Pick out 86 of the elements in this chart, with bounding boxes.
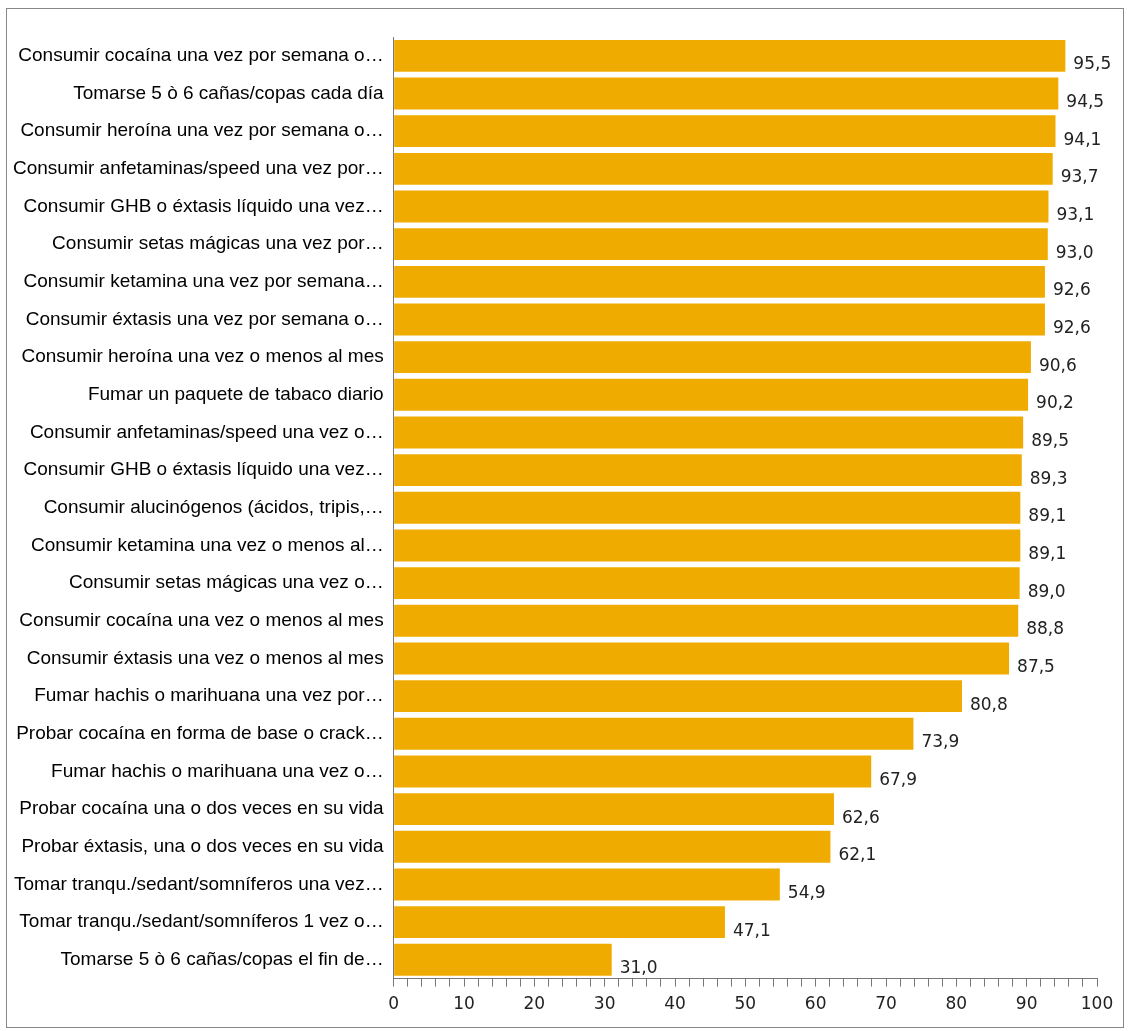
y-tick-label: Consumir GHB o éxtasis líquido una vez… (23, 194, 384, 216)
data-label: 89,1 (1028, 505, 1067, 526)
y-tick-label: Probar cocaína en forma de base o crack… (16, 722, 384, 744)
y-tick-label: Tomarse 5 ò 6 cañas/copas cada día (73, 81, 385, 103)
data-label: 90,6 (1038, 354, 1077, 375)
x-tick-label: 70 (875, 993, 897, 1014)
y-tick-label: Probar cocaína una o dos veces en su vida (19, 797, 385, 819)
data-label: 90,2 (1036, 392, 1074, 413)
bar (394, 642, 1010, 675)
y-tick-label: Probar éxtasis, una o dos veces en su vida (21, 835, 385, 857)
y-tick-label: Consumir cocaína una vez o menos al mes (19, 609, 384, 631)
data-label: 93,1 (1056, 203, 1095, 224)
bar (394, 906, 725, 939)
bar (394, 152, 1053, 185)
data-label: 89,3 (1029, 467, 1068, 488)
bar (394, 868, 780, 901)
y-tick-label: Consumir ketamina una vez por semana… (23, 270, 384, 292)
bar (394, 77, 1059, 110)
x-tick-label: 0 (388, 993, 400, 1014)
y-tick-label: Fumar hachis o marihuana una vez por… (34, 684, 384, 706)
data-label: 92,6 (1052, 316, 1091, 337)
data-label: 89,1 (1028, 542, 1067, 563)
y-tick-label: Consumir éxtasis una vez o menos al mes (26, 646, 384, 668)
data-label: 92,6 (1052, 279, 1091, 300)
bar (394, 378, 1029, 411)
data-label: 93,7 (1060, 166, 1099, 187)
y-tick-label: Consumir alucinógenos (ácidos, tripis,… (43, 496, 384, 518)
bar (394, 190, 1049, 223)
data-label: 89,5 (1031, 429, 1070, 450)
bar (394, 39, 1066, 72)
x-tick-label: 60 (804, 993, 827, 1014)
bar (394, 604, 1019, 637)
data-label: 54,9 (787, 881, 826, 902)
data-label: 89,0 (1027, 580, 1066, 601)
x-tick-label: 90 (1015, 993, 1038, 1014)
data-label: 67,9 (879, 768, 918, 789)
x-tick-label: 100 (1080, 993, 1114, 1014)
bar (394, 341, 1031, 374)
data-label: 62,1 (838, 844, 877, 865)
bar (394, 567, 1020, 600)
data-label: 80,8 (969, 693, 1008, 714)
bar (394, 454, 1022, 487)
bar (394, 717, 914, 750)
bar (394, 416, 1024, 449)
bar (394, 265, 1045, 298)
bar (394, 529, 1021, 562)
data-label: 62,6 (841, 806, 880, 827)
data-label: 93,0 (1055, 241, 1094, 262)
y-tick-label: Consumir ketamina una vez o menos al… (30, 533, 384, 555)
bar (394, 830, 831, 863)
y-tick-label: Fumar un paquete de tabaco diario (87, 383, 384, 405)
data-label: 73,9 (921, 731, 960, 752)
y-tick-label: Consumir éxtasis una vez por semana o… (25, 307, 384, 329)
y-tick-label: Consumir heroína una vez por semana o… (20, 119, 384, 141)
x-tick-label: 10 (453, 993, 475, 1014)
x-tick-label: 40 (664, 993, 686, 1014)
bar (394, 115, 1056, 148)
y-tick-label: Consumir setas mágicas una vez o… (69, 571, 384, 593)
bar (394, 943, 612, 976)
y-tick-label: Consumir setas mágicas una vez por… (52, 232, 384, 254)
bar (394, 303, 1045, 336)
bar (394, 680, 962, 713)
y-tick-label: Tomarse 5 ò 6 cañas/copas el fin de… (60, 948, 384, 969)
bar (394, 491, 1021, 524)
data-label: 47,1 (732, 919, 771, 940)
y-tick-label: Consumir heroína una vez o menos al mes (21, 345, 384, 367)
x-tick-label: 20 (523, 993, 546, 1014)
data-label: 88,8 (1026, 618, 1065, 639)
y-tick-label: Consumir cocaína una vez por semana o… (18, 44, 384, 66)
bar (394, 755, 872, 788)
data-label: 94,1 (1063, 128, 1102, 149)
data-label: 95,5 (1073, 53, 1112, 74)
data-label: 87,5 (1017, 655, 1055, 676)
bar (394, 228, 1048, 261)
y-tick-label: Fumar hachis o marihuana una vez o… (51, 759, 384, 781)
y-tick-label: Consumir GHB o éxtasis líquido una vez… (23, 458, 384, 480)
data-label: 94,5 (1066, 90, 1105, 111)
x-tick-label: 80 (945, 993, 968, 1014)
y-tick-label: Tomar tranqu./sedant/somníferos una vez… (14, 872, 384, 894)
data-label: 31,0 (619, 957, 658, 978)
x-tick-label: 30 (593, 993, 616, 1014)
y-tick-label: Tomar tranqu./sedant/somníferos 1 vez o… (19, 910, 384, 932)
x-tick-label: 50 (734, 993, 757, 1014)
y-tick-label: Consumir anfetaminas/speed una vez por… (12, 157, 384, 179)
bar (394, 793, 834, 826)
y-tick-label: Consumir anfetaminas/speed una vez o… (29, 420, 384, 442)
